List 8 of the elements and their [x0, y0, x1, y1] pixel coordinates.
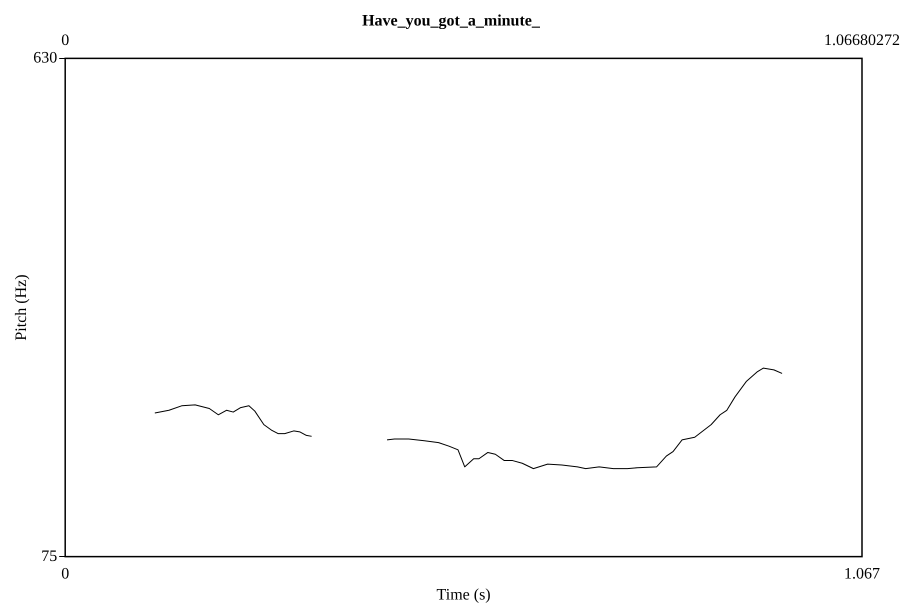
x-axis-title: Time (s) [436, 586, 491, 604]
y-axis-title: Pitch (Hz) [12, 274, 30, 341]
y-tick-label: 630 [33, 50, 58, 67]
x2-tick-label: 1.06680272 [824, 32, 900, 50]
chart-title: Have_you_got_a_minute_ [362, 12, 541, 30]
x2-tick-label: 0 [61, 32, 70, 50]
y-tick-label: 75 [41, 548, 58, 565]
x-tick-label: 1.067 [844, 565, 880, 582]
